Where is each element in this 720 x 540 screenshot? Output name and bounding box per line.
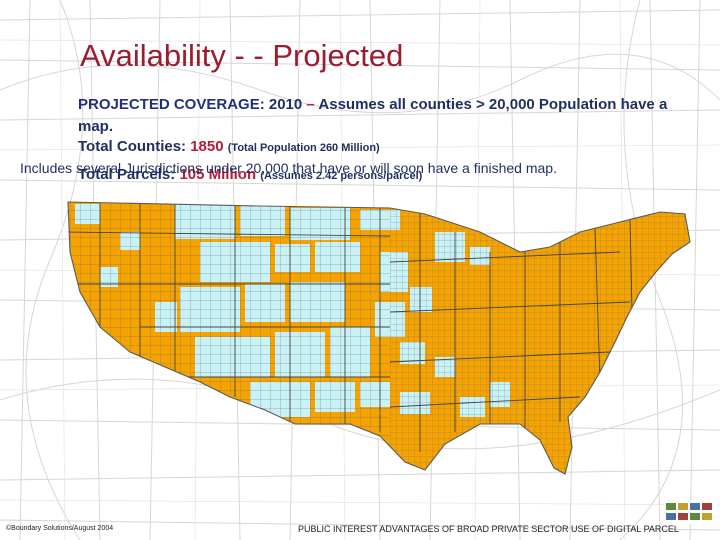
footer-copyright: ©Boundary Solutions/August 2004 [6,525,114,532]
footer-subtitle: PUBLIC INTEREST ADVANTAGES OF BROAD PRIV… [298,524,679,534]
counties-value: 1850 [190,138,224,155]
coverage-dash: – [306,96,315,113]
counties-note: (Total Population 260 Million) [227,142,380,154]
projected-coverage-text: PROJECTED COVERAGE: 2010 – Assumes all c… [78,94,668,138]
us-county-coverage-map [67,201,691,475]
us-outline [67,201,691,475]
slide-title: Availability - - Projected [80,38,404,73]
coverage-assumption: Assumes all counties > 20,000 Population… [78,96,668,135]
total-parcels-text: Total Parcels: 105 Million (Assumes 2.42… [78,166,422,183]
includes-jurisdictions-text: Includes several Jurisdictions under 20,… [20,160,557,176]
counties-label: Total Counties: [78,138,187,155]
parcels-label: Total Parcels: [78,166,176,183]
parcels-note: (Assumes 2.42 persons/parcel) [260,170,423,182]
coverage-label: PROJECTED COVERAGE: [78,96,265,113]
state-boundaries [68,202,633,452]
county-lines-east [390,202,690,474]
total-counties-text: Total Counties: 1850 (Total Population 2… [78,138,380,155]
coverage-year: 2010 [268,96,303,113]
company-logo [664,500,716,524]
parcels-value: 105 Million [179,166,257,183]
